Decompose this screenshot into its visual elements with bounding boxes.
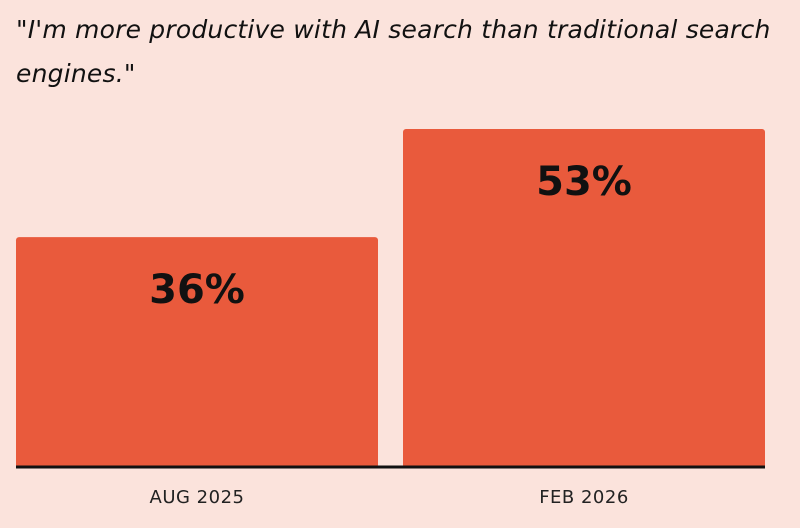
bar-aug-2025 xyxy=(16,237,378,468)
bar-value-label: 36% xyxy=(149,267,245,313)
category-label: AUG 2025 xyxy=(150,487,245,508)
chart-title: "I'm more productive with AI search than… xyxy=(16,15,771,88)
category-label: FEB 2026 xyxy=(539,487,629,508)
bar-value-label: 53% xyxy=(536,159,632,205)
bar-feb-2026 xyxy=(403,129,765,468)
